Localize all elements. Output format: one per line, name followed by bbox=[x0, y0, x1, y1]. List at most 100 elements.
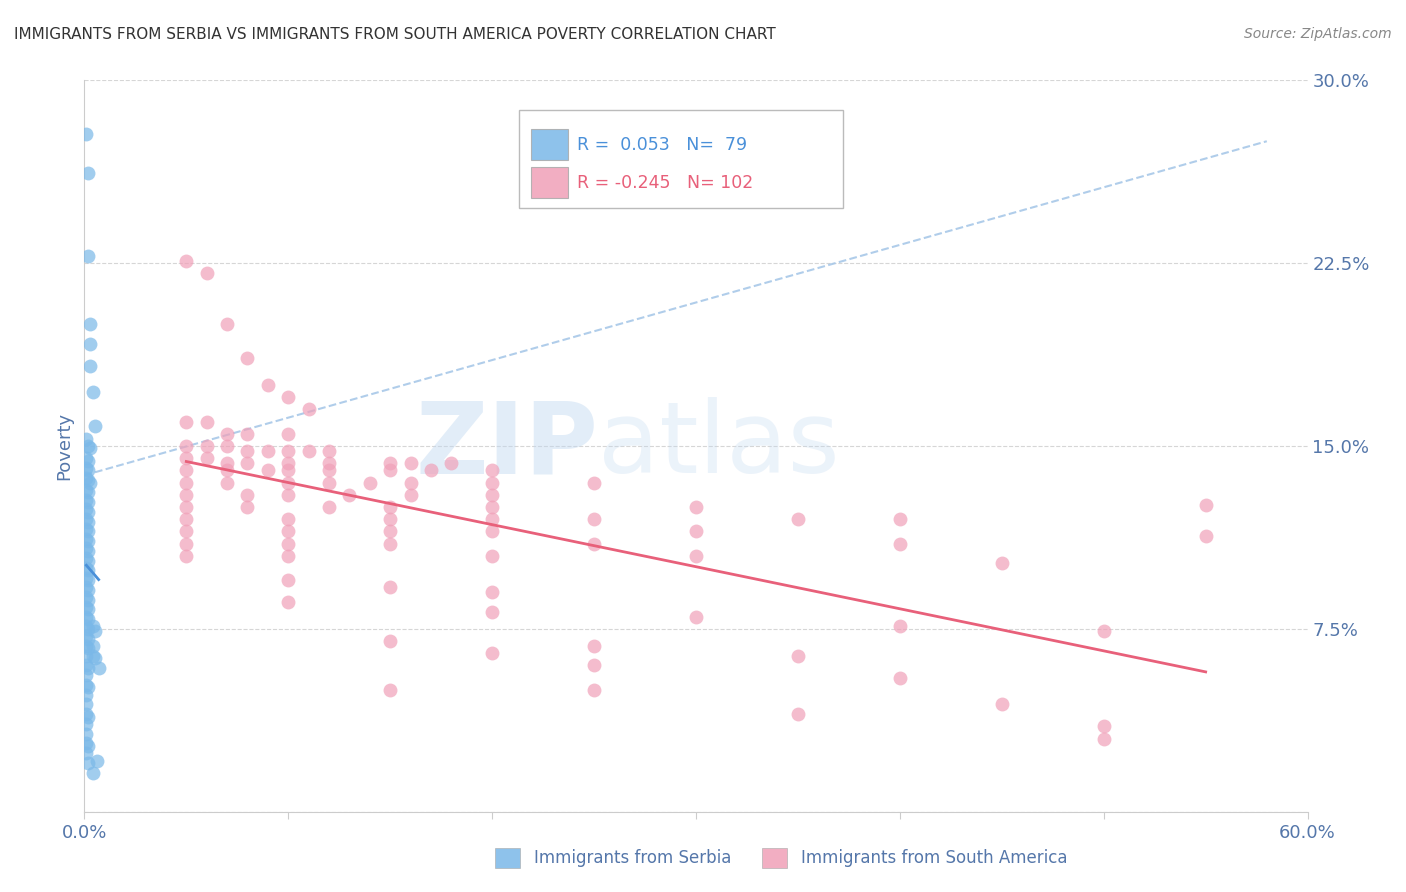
Point bbox=[75, 629, 97, 643]
Point bbox=[77, 681, 100, 695]
Point bbox=[685, 500, 707, 514]
Point bbox=[75, 127, 97, 141]
Point bbox=[318, 443, 340, 458]
Point bbox=[583, 639, 606, 653]
Point bbox=[359, 475, 381, 490]
Point bbox=[77, 505, 100, 519]
Point bbox=[77, 661, 100, 675]
Point bbox=[83, 419, 105, 434]
Point bbox=[399, 475, 422, 490]
Point bbox=[75, 619, 97, 633]
Point bbox=[75, 471, 97, 485]
FancyBboxPatch shape bbox=[531, 129, 568, 160]
Point bbox=[77, 573, 100, 587]
Point bbox=[481, 585, 503, 599]
Point bbox=[77, 524, 100, 539]
Point bbox=[236, 456, 259, 470]
Point bbox=[236, 500, 259, 514]
Point bbox=[75, 461, 97, 475]
Point bbox=[991, 698, 1014, 712]
Point bbox=[236, 426, 259, 441]
Point bbox=[277, 426, 299, 441]
Point bbox=[195, 415, 218, 429]
Point bbox=[174, 475, 197, 490]
Point bbox=[1092, 719, 1115, 733]
Point bbox=[77, 453, 100, 467]
Point bbox=[75, 541, 97, 556]
Point bbox=[277, 536, 299, 550]
Point bbox=[77, 563, 100, 577]
Point bbox=[82, 648, 104, 663]
Point bbox=[77, 756, 100, 770]
Point bbox=[75, 590, 97, 604]
Point bbox=[75, 668, 97, 682]
Point bbox=[217, 317, 239, 331]
Point bbox=[481, 524, 503, 539]
Point bbox=[787, 512, 810, 526]
Point bbox=[174, 549, 197, 563]
Point bbox=[277, 549, 299, 563]
Point bbox=[481, 475, 503, 490]
Point bbox=[277, 390, 299, 404]
Point bbox=[277, 475, 299, 490]
Point bbox=[217, 463, 239, 477]
Point bbox=[318, 500, 340, 514]
Point bbox=[82, 765, 104, 780]
Point bbox=[195, 266, 218, 280]
Point bbox=[77, 709, 100, 723]
Point bbox=[1092, 731, 1115, 746]
Y-axis label: Poverty: Poverty bbox=[55, 412, 73, 480]
Text: atlas: atlas bbox=[598, 398, 839, 494]
Point bbox=[75, 609, 97, 624]
FancyBboxPatch shape bbox=[519, 110, 842, 209]
Point bbox=[77, 592, 100, 607]
Point bbox=[277, 488, 299, 502]
Point bbox=[77, 622, 100, 636]
Point bbox=[380, 456, 402, 470]
Point bbox=[75, 451, 97, 466]
Point bbox=[75, 483, 97, 497]
Point bbox=[75, 678, 97, 692]
Point bbox=[75, 717, 97, 731]
Point bbox=[75, 522, 97, 536]
Point bbox=[79, 359, 101, 373]
Point bbox=[481, 488, 503, 502]
Point bbox=[75, 432, 97, 446]
Point bbox=[889, 671, 911, 685]
Point bbox=[889, 619, 911, 633]
Point bbox=[79, 442, 101, 456]
Point bbox=[481, 646, 503, 660]
Point bbox=[77, 602, 100, 616]
Point bbox=[298, 402, 321, 417]
Text: Source: ZipAtlas.com: Source: ZipAtlas.com bbox=[1244, 27, 1392, 41]
Point bbox=[174, 253, 197, 268]
Point bbox=[77, 582, 100, 597]
Point bbox=[174, 488, 197, 502]
Text: ZIP: ZIP bbox=[415, 398, 598, 494]
Point bbox=[217, 439, 239, 453]
Point bbox=[583, 658, 606, 673]
Point bbox=[217, 456, 239, 470]
Point bbox=[75, 727, 97, 741]
Point bbox=[75, 581, 97, 595]
Point bbox=[236, 488, 259, 502]
Point bbox=[75, 599, 97, 614]
Point bbox=[75, 707, 97, 722]
Point bbox=[174, 463, 197, 477]
Point bbox=[174, 524, 197, 539]
Point bbox=[380, 634, 402, 648]
Point bbox=[217, 475, 239, 490]
Point bbox=[277, 595, 299, 609]
Point bbox=[83, 651, 105, 665]
Point bbox=[77, 515, 100, 529]
Point bbox=[380, 500, 402, 514]
Point bbox=[217, 426, 239, 441]
Point bbox=[277, 512, 299, 526]
Point bbox=[174, 536, 197, 550]
Point bbox=[77, 632, 100, 646]
Point bbox=[75, 502, 97, 516]
Point bbox=[1092, 624, 1115, 639]
Point bbox=[77, 739, 100, 753]
Point bbox=[889, 512, 911, 526]
Point bbox=[77, 534, 100, 549]
